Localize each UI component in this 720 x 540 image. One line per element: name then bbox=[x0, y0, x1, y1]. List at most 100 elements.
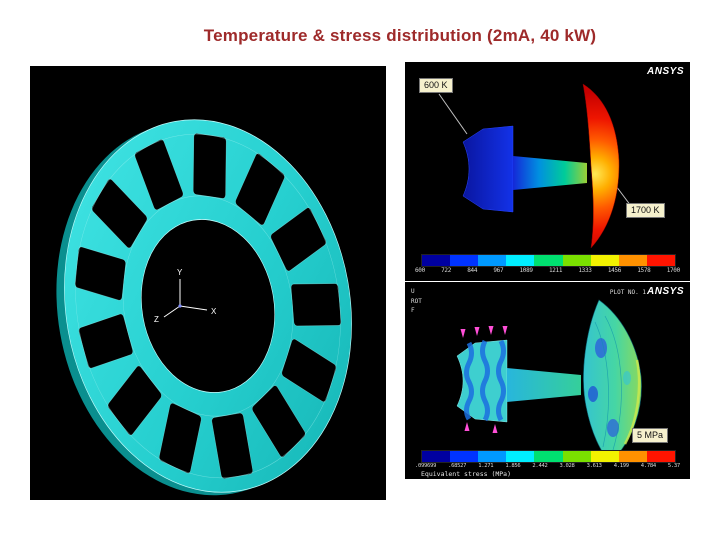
colorbar-segment bbox=[562, 451, 591, 462]
ansys-logo-temp: ANSYS bbox=[647, 66, 684, 77]
blade-stress-spots bbox=[588, 338, 631, 437]
load-arrow bbox=[502, 326, 508, 335]
stress-colorbar-ticks: .099699 .68527 1.271 1.856 2.442 3.028 3.613 4.… bbox=[415, 463, 680, 469]
colorbar-tick: 1.856 bbox=[505, 463, 521, 469]
colorbar-segment bbox=[646, 255, 675, 266]
blade-contour bbox=[604, 315, 622, 451]
colorbar-segment bbox=[450, 255, 479, 266]
blade-contour bbox=[594, 321, 609, 448]
stress-spot bbox=[588, 386, 598, 402]
plot-number: PLOT NO. 1 bbox=[609, 289, 646, 296]
stress-caption: Equivalent stress (MPa) bbox=[421, 470, 512, 478]
colorbar-segment bbox=[534, 255, 563, 266]
z-axis-label: Z bbox=[154, 315, 159, 324]
triad-origin-dot bbox=[178, 304, 182, 308]
contour-stripe bbox=[480, 339, 490, 422]
colorbar-tick: 3.613 bbox=[586, 463, 602, 469]
colorbar-tick: 1578 bbox=[637, 267, 651, 274]
stress-plot-panel: U ROT F PLOT NO. 1 ANSYS 5 MPa .099699 .685… bbox=[405, 282, 690, 479]
colorbar-segment bbox=[478, 451, 507, 462]
stress-spot bbox=[595, 338, 607, 358]
colorbar-tick: 2.442 bbox=[532, 463, 548, 469]
colorbar-tick: 600 bbox=[415, 267, 425, 274]
ansys-logo-stress: ANSYS bbox=[647, 286, 684, 297]
meta-line: ROT bbox=[411, 297, 422, 305]
colorbar-segment bbox=[422, 451, 451, 462]
annotation-5mpa: 5 MPa bbox=[632, 428, 669, 443]
stress-spot bbox=[623, 371, 631, 385]
wheel-slots bbox=[74, 133, 342, 479]
colorbar-tick: 1211 bbox=[548, 267, 563, 274]
colorbar-tick: .099699 bbox=[415, 463, 437, 469]
colorbar-segment bbox=[618, 255, 647, 266]
colorbar-segment bbox=[478, 255, 507, 266]
blade-edge-highlight bbox=[623, 359, 641, 445]
colorbar-segment bbox=[590, 451, 619, 462]
temperature-plot-panel: 600 K 1700 K ANSYS 600 722 844 967 1089 1211 1… bbox=[405, 62, 690, 281]
wheel-slot bbox=[290, 283, 342, 327]
stress-spot bbox=[607, 419, 619, 437]
colorbar-segment bbox=[590, 255, 619, 266]
colorbar-tick: 1089 bbox=[519, 267, 534, 274]
load-arrow bbox=[488, 326, 494, 335]
colorbar-segment bbox=[506, 451, 535, 462]
leader-line-1700k bbox=[615, 185, 632, 207]
annotation-1700k: 1700 K bbox=[626, 203, 665, 218]
wheel-slot bbox=[192, 133, 227, 199]
stress-contour-stripes bbox=[464, 339, 506, 422]
temperature-colorbar bbox=[421, 254, 676, 267]
leader-line-600k bbox=[438, 93, 468, 135]
wheel-scene: Y X Z bbox=[56, 119, 352, 496]
colorbar-segment bbox=[422, 255, 451, 266]
x-axis-label: X bbox=[211, 307, 217, 316]
colorbar-tick: 3.028 bbox=[559, 463, 575, 469]
axis-labels: Y X Z bbox=[154, 268, 217, 324]
colorbar-tick: 967 bbox=[493, 267, 504, 274]
load-arrow bbox=[474, 327, 480, 336]
target-hub-block-temp bbox=[462, 125, 514, 213]
colorbar-tick: 722 bbox=[441, 267, 452, 274]
wheel-hub-hole bbox=[140, 219, 276, 393]
target-shaft-temp bbox=[513, 156, 587, 190]
colorbar-tick: 1.271 bbox=[478, 463, 494, 469]
temperature-colorbar-ticks: 600 722 844 967 1089 1211 1333 1456 1578 1700 bbox=[415, 267, 680, 274]
annotation-600k: 600 K bbox=[419, 78, 453, 93]
colorbar-segment bbox=[506, 255, 535, 266]
wheel-front-face bbox=[64, 119, 352, 493]
load-arrow bbox=[492, 424, 498, 433]
wheel-mesh-line bbox=[122, 195, 294, 417]
colorbar-segment bbox=[450, 451, 479, 462]
load-arrows bbox=[460, 326, 508, 433]
colorbar-tick: 1700 bbox=[666, 267, 681, 274]
axis-triad bbox=[163, 279, 208, 318]
colorbar-segment bbox=[534, 451, 563, 462]
ansys-bc-legend: U ROT F bbox=[411, 287, 422, 316]
colorbar-tick: 844 bbox=[467, 267, 478, 274]
wheel-mesh-line bbox=[75, 133, 341, 479]
slide-title: Temperature & stress distribution (2mA, … bbox=[203, 26, 597, 45]
blade-contour-lines bbox=[594, 315, 622, 451]
contour-stripe bbox=[496, 339, 506, 422]
target-shaft-stress bbox=[507, 368, 581, 402]
z-axis-line bbox=[163, 305, 181, 318]
meta-line: U bbox=[411, 288, 415, 295]
colorbar-segment bbox=[646, 451, 675, 462]
x-axis-line bbox=[179, 305, 208, 311]
colorbar-segment bbox=[562, 255, 591, 266]
colorbar-tick: 5.37 bbox=[667, 463, 680, 469]
load-arrow bbox=[464, 422, 470, 431]
y-axis-label: Y bbox=[177, 268, 183, 277]
load-arrow bbox=[460, 329, 466, 338]
colorbar-tick: 4.784 bbox=[640, 463, 656, 469]
stress-colorbar bbox=[421, 450, 676, 463]
contour-stripe bbox=[464, 341, 474, 421]
target-blade-temp bbox=[582, 83, 620, 249]
temperature-scene bbox=[438, 83, 632, 249]
meta-line: F bbox=[411, 307, 415, 315]
colorbar-tick: 4.199 bbox=[613, 463, 629, 469]
colorbar-tick: 1456 bbox=[607, 267, 622, 274]
colorbar-tick: 1333 bbox=[578, 267, 592, 274]
colorbar-segment bbox=[618, 451, 647, 462]
stress-scene bbox=[456, 299, 642, 463]
wheel-model-panel: Y X Z bbox=[30, 66, 386, 500]
